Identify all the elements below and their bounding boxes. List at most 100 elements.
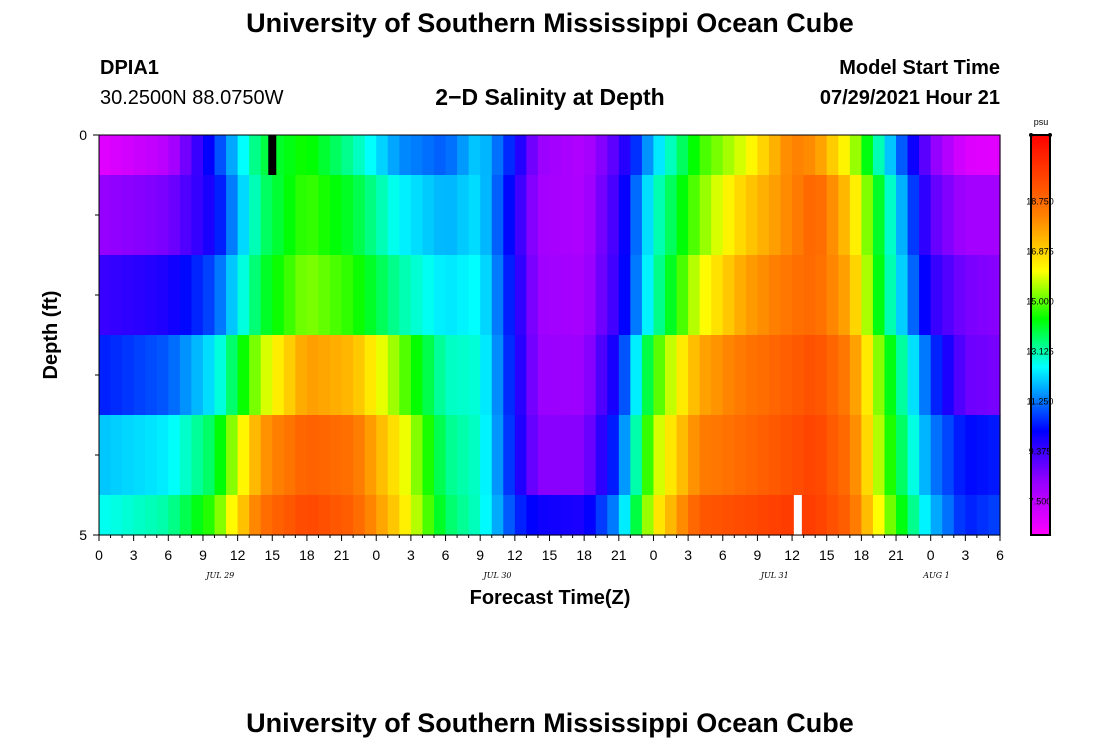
x-tick-label: 18 [576, 547, 592, 563]
heatmap-cell [341, 335, 354, 416]
heatmap-cell [815, 175, 828, 256]
heatmap-cell [457, 495, 470, 536]
heatmap-cell [422, 335, 435, 416]
station-id: DPIA1 [100, 57, 159, 79]
heatmap-cell [156, 255, 169, 336]
markers [268, 135, 802, 535]
heatmap [99, 135, 1001, 536]
heatmap-cell [133, 415, 146, 496]
x-tick-label: 3 [961, 547, 969, 563]
heatmap-cell [387, 135, 400, 176]
heatmap-cell [849, 135, 862, 176]
heatmap-cell [780, 135, 793, 176]
heatmap-cell [780, 255, 793, 336]
heatmap-cell [306, 135, 320, 176]
heatmap-cell [537, 495, 551, 536]
heatmap-cell [572, 135, 585, 176]
heatmap-cell [630, 175, 643, 256]
heatmap-cell [988, 175, 1001, 256]
heatmap-cell [988, 495, 1001, 536]
heatmap-cell [226, 335, 239, 416]
heatmap-cell [745, 495, 759, 536]
heatmap-cell [480, 255, 493, 336]
heatmap-cell [699, 175, 712, 256]
heatmap-cell [468, 335, 481, 416]
heatmap-cell [838, 495, 851, 536]
heatmap-cell [595, 255, 608, 336]
heatmap-cell [595, 495, 608, 536]
heatmap-cell [99, 495, 112, 536]
colorbar-gradient [1030, 134, 1051, 536]
heatmap-cell [734, 255, 747, 336]
heatmap-cell [399, 415, 412, 496]
heatmap-cell [930, 415, 943, 496]
heatmap-cell [214, 255, 227, 336]
model-start-value: 07/29/2021 Hour 21 [819, 87, 1000, 109]
heatmap-cell [399, 255, 412, 336]
heatmap-cell [537, 335, 551, 416]
heatmap-cell [110, 415, 123, 496]
heatmap-cell [919, 175, 932, 256]
heatmap-cell [503, 495, 516, 536]
heatmap-cell [306, 415, 320, 496]
heatmap-cell [976, 255, 990, 336]
heatmap-cell [711, 335, 724, 416]
heatmap-cell [618, 335, 631, 416]
heatmap-cell [896, 415, 909, 496]
heatmap-cell [272, 335, 285, 416]
heatmap-cell [792, 135, 805, 176]
heatmap-cell [734, 175, 747, 256]
heatmap-cell [618, 255, 631, 336]
heatmap-cell [306, 495, 320, 536]
heatmap-cell [422, 175, 435, 256]
x-tick-label: 12 [784, 547, 800, 563]
heatmap-cell [826, 335, 839, 416]
heatmap-cell [283, 175, 296, 256]
heatmap-cell [202, 255, 216, 336]
heatmap-cell [226, 255, 239, 336]
heatmap-cell [318, 255, 331, 336]
heatmap-cell [861, 175, 874, 256]
heatmap-cell [514, 255, 527, 336]
station-coordinates: 30.2500N 88.0750W [100, 87, 284, 109]
heatmap-cell [110, 495, 123, 536]
heatmap-cell [133, 495, 146, 536]
heatmap-cell [283, 255, 296, 336]
heatmap-cell [387, 415, 400, 496]
heatmap-cell [815, 335, 828, 416]
heatmap-cell [722, 135, 735, 176]
heatmap-cell [260, 495, 273, 536]
heatmap-cell [537, 135, 551, 176]
x-tick-label: 0 [95, 547, 103, 563]
heatmap-cell [780, 495, 793, 536]
heatmap-cell [99, 335, 112, 416]
heatmap-cell [295, 335, 308, 416]
heatmap-cell [745, 175, 759, 256]
heatmap-cell [768, 135, 782, 176]
heatmap-cell [526, 255, 539, 336]
heatmap-cell [110, 175, 123, 256]
heatmap-cell [549, 175, 562, 256]
heatmap-cell [226, 415, 239, 496]
heatmap-cell [99, 175, 112, 256]
heatmap-cell [595, 335, 608, 416]
heatmap-cell [330, 255, 343, 336]
heatmap-cell [919, 495, 932, 536]
heatmap-cell [896, 175, 909, 256]
heatmap-cell [665, 495, 678, 536]
heatmap-cell [872, 175, 886, 256]
heatmap-cell [930, 495, 943, 536]
heatmap-cell [457, 175, 470, 256]
heatmap-cell [549, 495, 562, 536]
heatmap-cell [607, 175, 620, 256]
heatmap-cell [919, 415, 932, 496]
y-tick-label: 5 [79, 527, 87, 543]
heatmap-cell [237, 335, 250, 416]
heatmap-cell [330, 335, 343, 416]
heatmap-cell [688, 255, 701, 336]
heatmap-cell [468, 415, 481, 496]
heatmap-cell [757, 415, 770, 496]
heatmap-cell [907, 135, 920, 176]
heatmap-cell [491, 175, 504, 256]
